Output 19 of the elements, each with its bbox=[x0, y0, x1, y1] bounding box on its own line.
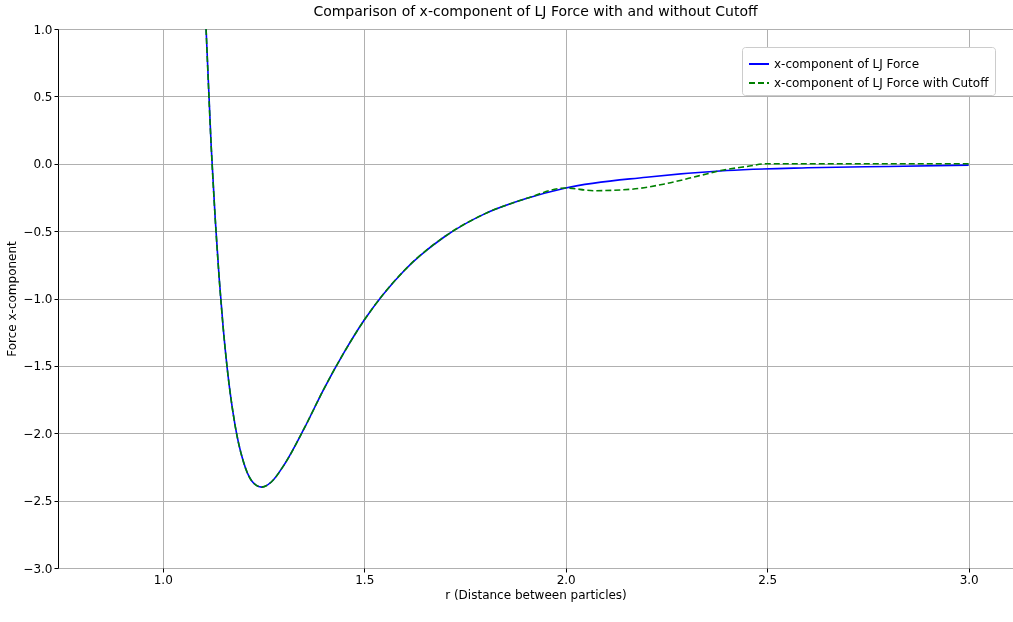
y-tick-label: −2.0 bbox=[23, 426, 53, 441]
x-axis-title: r (Distance between particles) bbox=[445, 587, 627, 602]
y-tick-label: 0.5 bbox=[33, 89, 53, 104]
x-tick-label: 1.5 bbox=[355, 572, 375, 587]
x-tick-label: 3.0 bbox=[959, 572, 979, 587]
legend-label: x-component of LJ Force with Cutoff bbox=[774, 76, 990, 90]
y-tick-label: −0.5 bbox=[23, 224, 53, 239]
x-tick-label: 2.0 bbox=[556, 572, 576, 587]
y-tick-label: −3.0 bbox=[23, 561, 53, 576]
legend-label: x-component of LJ Force bbox=[774, 57, 920, 71]
y-tick-label: 0.0 bbox=[33, 157, 53, 172]
y-axis-title: Force x-component bbox=[5, 240, 20, 357]
y-tick-label: −1.5 bbox=[23, 359, 53, 374]
x-tick-label: 1.0 bbox=[153, 572, 173, 587]
y-tick-label: 1.0 bbox=[33, 22, 53, 37]
y-tick-label: −1.0 bbox=[23, 292, 53, 306]
chart-title: Comparison of x-component of LJ Force with and without Cutoff bbox=[313, 3, 758, 19]
y-tick-label: −2.5 bbox=[23, 494, 53, 509]
x-tick-label: 2.5 bbox=[758, 572, 778, 587]
